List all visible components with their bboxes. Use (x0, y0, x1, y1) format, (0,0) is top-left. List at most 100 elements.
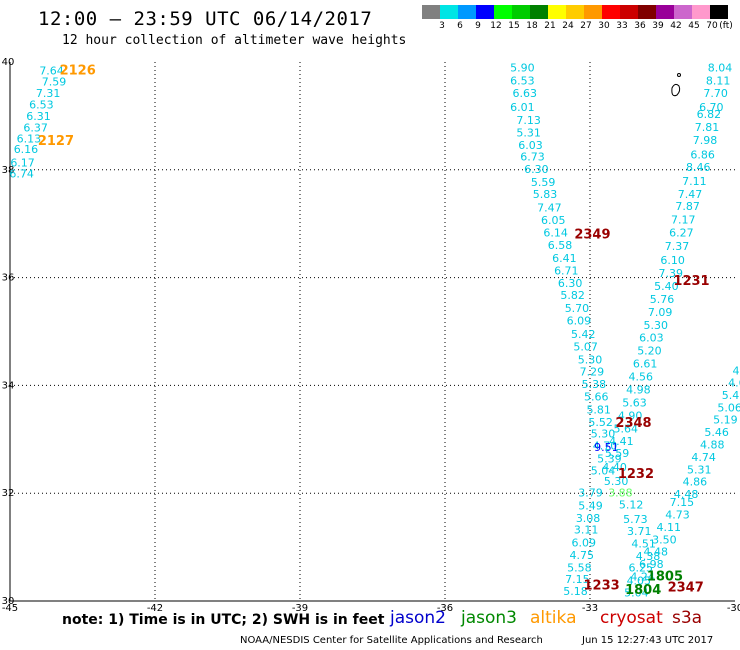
generation-timestamp: Jun 15 12:27:43 UTC 2017 (582, 635, 714, 646)
swh-value: 4.48 (674, 488, 699, 501)
swh-value: 3.11 (574, 524, 599, 537)
x-tick-label: -33 (582, 603, 598, 614)
colorbar-swatch (530, 5, 548, 19)
swh-value: 6.73 (520, 151, 545, 164)
swh-value: 4.98 (626, 383, 651, 396)
swh-value: 5.59 (605, 447, 630, 460)
swh-value: 5.82 (560, 289, 585, 302)
swh-value: 4.6 (733, 365, 740, 378)
colorbar-label: 70 (706, 21, 718, 31)
track-time-label: 2349 (574, 227, 610, 242)
colorbar-label: 30 (598, 21, 610, 31)
colorbar-swatch (620, 5, 638, 19)
swh-value: 5.18 (563, 585, 588, 598)
swh-value: 6.74 (9, 167, 34, 180)
swh-value: 6.86 (690, 148, 715, 161)
swh-value: 5.42 (571, 328, 596, 341)
colorbar-swatch (602, 5, 620, 19)
swh-value: 4.41 (609, 435, 634, 448)
swh-value: 4.70 (593, 440, 618, 453)
swh-value: 7.15 (670, 496, 695, 509)
swh-value: 7.13 (516, 114, 541, 127)
colorbar-swatch (692, 5, 710, 19)
swh-value: 6.16 (14, 143, 39, 156)
colorbar-label: 15 (508, 21, 520, 31)
swh-value: 5.04 (591, 464, 616, 477)
swh-value: 5.31 (516, 126, 541, 139)
colorbar-label: 36 (634, 21, 646, 31)
swh-value: 4.86 (683, 476, 708, 489)
swh-value: 6.09 (571, 537, 596, 550)
swh-value: 5.30 (578, 353, 603, 366)
colorbar-swatch (440, 5, 458, 19)
swh-value: 6.03 (639, 332, 664, 345)
swh-value: 4.88 (700, 438, 725, 451)
colorbar-swatch (656, 5, 674, 19)
swh-value: 3.88 (608, 486, 633, 499)
swh-value: 4.74 (691, 451, 716, 464)
swh-value: 7.64 (39, 64, 64, 77)
y-tick-label: 38 (2, 165, 15, 176)
swh-value: 7.17 (671, 214, 696, 227)
track-time-label: 1804 (625, 583, 661, 598)
swh-value: 6.63 (513, 87, 538, 100)
swh-value: 5.39 (597, 452, 622, 465)
swh-value: 5.46 (704, 426, 729, 439)
swh-value: 6.27 (669, 227, 694, 240)
swh-value: 5.63 (622, 396, 647, 409)
x-tick-label: -45 (2, 603, 18, 614)
swh-value: 7.29 (580, 366, 605, 379)
swh-value: 4.56 (629, 371, 654, 384)
swh-value: 7.47 (537, 201, 562, 214)
islet-outline (677, 73, 681, 77)
colorbar-swatch (476, 5, 494, 19)
swh-value: 6.13 (17, 132, 42, 145)
swh-value: 4.05 (627, 574, 652, 587)
track-time-label: 2126 (60, 63, 96, 78)
swh-value: 5.90 (510, 62, 535, 75)
swh-value: 5.06 (717, 401, 740, 414)
swh-value: 6.14 (543, 227, 568, 240)
swh-value: 7.47 (678, 188, 703, 201)
x-tick-label: -39 (292, 603, 308, 614)
colorbar-label: 24 (562, 21, 574, 31)
swh-value: 7.39 (658, 267, 683, 280)
swh-value: 8.04 (708, 62, 733, 75)
swh-value: 7.09 (648, 306, 673, 319)
x-tick-label: -30 (727, 603, 740, 614)
swh-value: 4.90 (618, 409, 643, 422)
swh-value: 3.08 (576, 512, 601, 525)
swh-value: 5.73 (623, 513, 648, 526)
swh-value: 5.58 (567, 561, 592, 574)
swh-value: 4.11 (657, 521, 682, 534)
swh-value: 6.53 (510, 75, 535, 88)
swh-value: 5.38 (582, 378, 607, 391)
track-time-label: 1231 (673, 274, 709, 289)
swh-value: 6.10 (660, 254, 685, 267)
swh-value: 7.31 (36, 87, 61, 100)
track-time-label: 2348 (615, 416, 651, 431)
swh-value: 4.40 (602, 461, 627, 474)
swh-value: 8.11 (706, 75, 731, 88)
swh-value: 6.71 (554, 264, 579, 277)
legend-jason3: jason3 (461, 608, 517, 628)
swh-value: 7.15 (565, 573, 590, 586)
track-time-label: 1805 (647, 570, 683, 585)
swh-value: 4.73 (665, 509, 690, 522)
y-tick-label: 40 (2, 57, 15, 68)
swh-value: 6.30 (524, 163, 549, 176)
swh-value: 5.20 (637, 345, 662, 358)
swh-value: 6.37 (23, 122, 48, 135)
track-time-label: 1233 (584, 579, 620, 594)
colorbar-swatch (566, 5, 584, 19)
swh-value: 6.82 (697, 108, 722, 121)
y-tick-label: 30 (2, 596, 15, 607)
y-tick-label: 34 (2, 380, 15, 391)
swh-value: 4.6 (728, 376, 740, 389)
track-time-label: 2347 (668, 580, 704, 595)
swh-value: 5.30 (604, 475, 629, 488)
swh-value: 6.30 (558, 277, 583, 290)
swh-value: 6.41 (552, 252, 577, 265)
swh-value: 5.66 (584, 390, 609, 403)
swh-value: 7.59 (42, 76, 67, 89)
